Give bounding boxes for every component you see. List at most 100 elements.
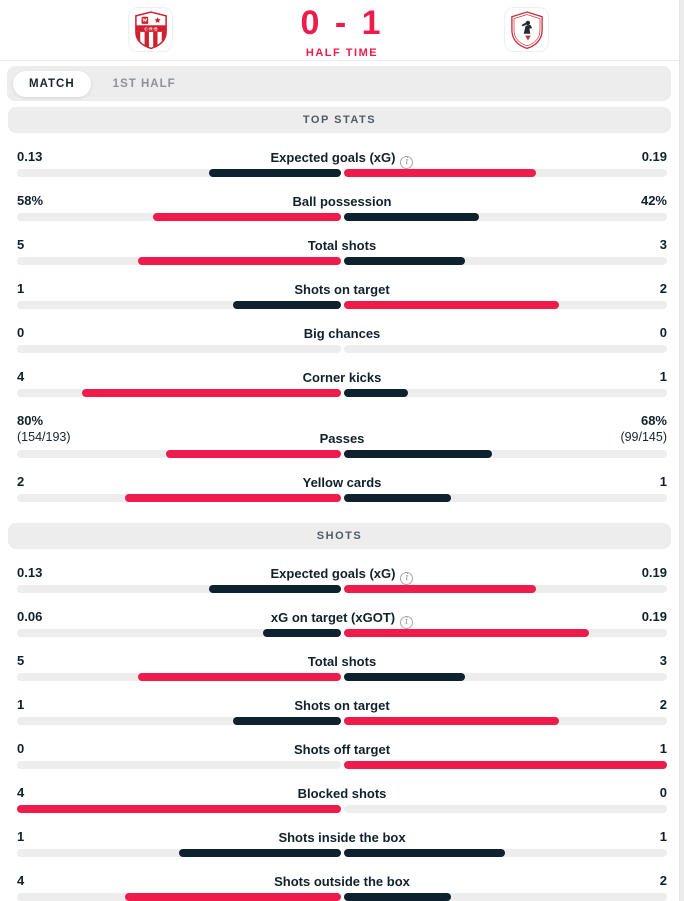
stat-away-value: 1	[660, 830, 667, 844]
stat-bar-home-track	[17, 673, 341, 681]
stat-bar	[17, 257, 667, 265]
stat-bar-home-segment	[209, 169, 341, 177]
stat-home-value-main: 1	[17, 829, 25, 844]
stat-line: 80% (154/193) Passes 68% (99/145)	[17, 414, 667, 450]
stat-bar-away-track	[343, 450, 667, 458]
tab-bar: MATCH 1ST HALF	[7, 66, 671, 101]
stat-bar-home-track	[17, 585, 341, 593]
stat-bar-away-track	[343, 673, 667, 681]
stat-home-value: 58%	[17, 194, 43, 208]
stat-row: 0.06 xG on target (xGOT) i 0.19	[17, 610, 667, 637]
stat-label: Shots outside the box	[77, 874, 607, 889]
stat-home-value: 80% (154/193)	[17, 413, 71, 445]
stat-line: 1 Shots inside the box 1	[17, 830, 667, 849]
info-icon[interactable]: i	[400, 572, 414, 585]
stat-bar-home-track	[17, 629, 341, 637]
stat-bar-away-track	[343, 629, 667, 637]
stat-line: 4 Corner kicks 1	[17, 370, 667, 389]
stat-row: 4 Corner kicks 1	[17, 370, 667, 397]
stat-bar	[17, 169, 667, 177]
stat-bar-away-segment	[343, 629, 590, 637]
stat-away-value-main: 42%	[640, 193, 667, 208]
stat-away-value-main: 1	[659, 369, 667, 384]
stat-bar-away-track	[343, 257, 667, 265]
stat-away-value-main: 2	[659, 873, 667, 888]
stat-home-value-main: 1	[17, 281, 25, 296]
stat-bar	[17, 629, 667, 637]
stat-label-text: Ball possession	[292, 194, 392, 209]
stat-bar-home-track	[17, 893, 341, 901]
stat-home-value: 0.06	[17, 610, 42, 624]
stat-home-value-main: 0.13	[17, 149, 43, 164]
stat-label: Expected goals (xG) i	[77, 566, 607, 585]
tab-match[interactable]: MATCH	[13, 70, 91, 97]
home-team-logo[interactable]: C·R·B	[128, 7, 173, 52]
away-team-logo[interactable]	[504, 7, 549, 52]
stat-away-value-main: 2	[659, 281, 667, 296]
section-header: SHOTS	[8, 523, 671, 549]
stat-bar-away-segment	[343, 169, 536, 177]
stat-home-value-main: 58%	[17, 193, 44, 208]
stat-label-text: Corner kicks	[302, 370, 382, 385]
stat-bar-away-segment	[343, 717, 560, 725]
stat-label: Yellow cards	[77, 475, 607, 490]
stats-list: 0.13 Expected goals (xG) i 0.19 0.06	[0, 566, 684, 901]
stat-label-text: Shots off target	[293, 742, 391, 757]
stat-label: Shots on target	[77, 698, 607, 713]
stat-row: 1 Shots on target 2	[17, 698, 667, 725]
section-header: TOP STATS	[8, 107, 671, 133]
stat-bar-away-track	[343, 805, 667, 813]
stat-bar-away-segment	[343, 301, 560, 309]
match-score: 0 - 1	[300, 4, 384, 42]
stat-bar-home-track	[17, 450, 341, 458]
info-icon[interactable]: i	[400, 156, 414, 169]
tab-1st-half[interactable]: 1ST HALF	[112, 77, 176, 90]
stat-label: Blocked shots	[77, 786, 607, 801]
stat-line: 4 Blocked shots 0	[17, 786, 667, 805]
stat-row: 80% (154/193) Passes 68% (99/145)	[17, 414, 667, 458]
stat-home-value: 2	[17, 475, 24, 489]
stat-away-value: 3	[660, 654, 667, 668]
stat-bar	[17, 893, 667, 901]
stat-label-text: Blocked shots	[297, 786, 387, 801]
stat-away-value: 0.19	[642, 610, 667, 624]
stat-away-value-main: 0.19	[641, 565, 667, 580]
stat-away-value: 2	[660, 282, 667, 296]
stat-home-value-main: 0.06	[17, 609, 43, 624]
info-icon[interactable]: i	[400, 616, 414, 629]
stat-line: 0 Shots off target 1	[17, 742, 667, 761]
stat-away-value-main: 68%	[640, 413, 667, 428]
stat-bar-away-segment	[343, 761, 667, 769]
stat-home-value: 4	[17, 370, 24, 384]
stat-label-text: Yellow cards	[302, 475, 382, 490]
stat-away-value: 0	[660, 326, 667, 340]
stat-bar-home-segment	[165, 450, 341, 458]
stat-line: 0.06 xG on target (xGOT) i 0.19	[17, 610, 667, 629]
stat-home-value-main: 80%	[17, 413, 44, 428]
stat-bar-home-track	[17, 345, 341, 353]
stat-away-value: 2	[660, 698, 667, 712]
stat-bar-home-track	[17, 494, 341, 502]
stat-bar	[17, 389, 667, 397]
stat-away-value: 0	[660, 786, 667, 800]
stat-label: Total shots	[77, 238, 607, 253]
stat-away-value-main: 1	[659, 829, 667, 844]
stat-bar-away-track	[343, 301, 667, 309]
stat-away-value-main: 3	[659, 653, 667, 668]
stat-away-value-main: 0.19	[641, 609, 667, 624]
stat-row: 1 Shots inside the box 1	[17, 830, 667, 857]
stat-bar-home-segment	[138, 257, 341, 265]
stat-bar-home-track	[17, 849, 341, 857]
stat-bar-away-segment	[343, 257, 465, 265]
stat-home-value: 4	[17, 786, 24, 800]
stat-bar	[17, 301, 667, 309]
page-background-edge	[679, 0, 684, 901]
stat-label-text: Total shots	[307, 238, 377, 253]
stat-away-value-sub: (99/145)	[620, 430, 667, 444]
stat-line: 4 Shots outside the box 2	[17, 874, 667, 893]
stat-home-value-main: 4	[17, 369, 25, 384]
stat-line: 0.13 Expected goals (xG) i 0.19	[17, 150, 667, 169]
stat-bar-away-segment	[343, 494, 452, 502]
stat-away-value-main: 1	[659, 741, 667, 756]
stat-label: Corner kicks	[77, 370, 607, 385]
